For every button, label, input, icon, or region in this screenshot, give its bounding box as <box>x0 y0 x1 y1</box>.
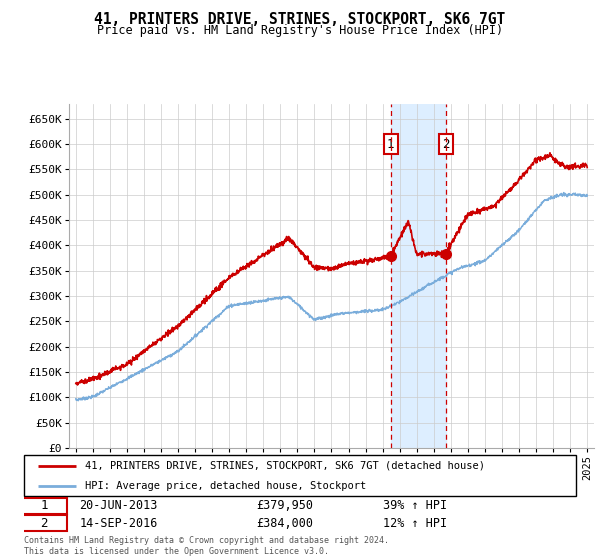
FancyBboxPatch shape <box>21 498 67 514</box>
Text: 39% ↑ HPI: 39% ↑ HPI <box>383 500 447 512</box>
Text: £384,000: £384,000 <box>256 517 313 530</box>
Text: 14-SEP-2016: 14-SEP-2016 <box>79 517 158 530</box>
Text: 12% ↑ HPI: 12% ↑ HPI <box>383 517 447 530</box>
Text: HPI: Average price, detached house, Stockport: HPI: Average price, detached house, Stoc… <box>85 481 366 491</box>
FancyBboxPatch shape <box>21 515 67 531</box>
Text: 2: 2 <box>442 138 449 151</box>
Text: Price paid vs. HM Land Registry's House Price Index (HPI): Price paid vs. HM Land Registry's House … <box>97 24 503 37</box>
Text: £379,950: £379,950 <box>256 500 313 512</box>
Text: 1: 1 <box>40 500 47 512</box>
Bar <box>391 104 446 448</box>
Text: 1: 1 <box>387 138 394 151</box>
Text: 41, PRINTERS DRIVE, STRINES, STOCKPORT, SK6 7GT: 41, PRINTERS DRIVE, STRINES, STOCKPORT, … <box>94 12 506 27</box>
Text: 2: 2 <box>40 517 47 530</box>
Text: Contains HM Land Registry data © Crown copyright and database right 2024.
This d: Contains HM Land Registry data © Crown c… <box>24 536 389 556</box>
Text: 41, PRINTERS DRIVE, STRINES, STOCKPORT, SK6 7GT (detached house): 41, PRINTERS DRIVE, STRINES, STOCKPORT, … <box>85 461 485 471</box>
Text: 20-JUN-2013: 20-JUN-2013 <box>79 500 158 512</box>
